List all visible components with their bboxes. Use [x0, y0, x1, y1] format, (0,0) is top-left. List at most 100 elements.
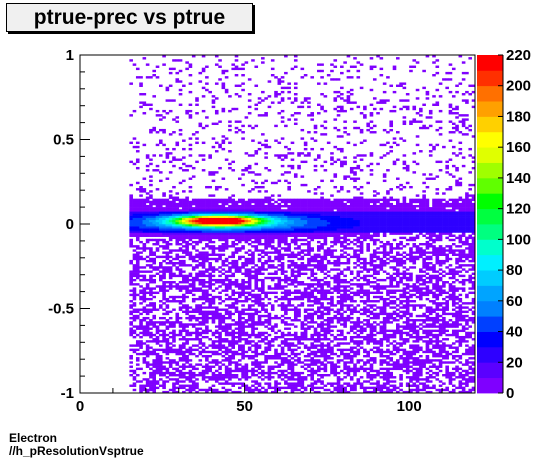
heatmap-cell [162, 234, 166, 237]
heatmap-cell [261, 281, 265, 284]
heatmap-cell [228, 204, 232, 208]
heatmap-cell [270, 67, 275, 71]
heatmap-cell [211, 274, 216, 278]
heatmap-cell [323, 264, 328, 267]
heatmap-cell [139, 266, 143, 269]
heatmap-cell [218, 219, 222, 223]
heatmap-cell [346, 232, 351, 235]
heatmap-cell [188, 74, 193, 77]
heatmap-cell [274, 236, 278, 240]
heatmap-cell [205, 230, 209, 233]
heatmap-cell [300, 215, 305, 218]
heatmap-cell [247, 316, 252, 320]
heatmap-cell [198, 310, 203, 314]
heatmap-cell [349, 76, 354, 79]
heatmap-cell [254, 312, 259, 316]
heatmap-cell [211, 302, 216, 305]
heatmap-cell [284, 297, 288, 301]
heatmap-cell [247, 312, 252, 316]
heatmap-cell [323, 384, 328, 387]
heatmap-cell [340, 350, 344, 354]
heatmap-cell [188, 185, 193, 189]
heatmap-cell [307, 268, 311, 271]
heatmap-cell [145, 209, 150, 212]
heatmap-cell [284, 285, 288, 288]
heatmap-cell [221, 289, 226, 292]
heatmap-cell [320, 283, 324, 286]
heatmap-cell [303, 289, 308, 292]
heatmap-cell [284, 253, 288, 256]
heatmap-cell [359, 386, 364, 390]
heatmap-cell [247, 276, 252, 280]
heatmap-cell [343, 247, 347, 250]
heatmap-cell [185, 291, 189, 295]
heatmap-cell [244, 202, 249, 206]
heatmap-cell [310, 295, 315, 299]
heatmap-cell [251, 221, 255, 225]
heatmap-cell [310, 373, 315, 377]
heatmap-cell [270, 247, 275, 250]
heatmap-cell [254, 232, 259, 235]
heatmap-cell [300, 228, 305, 231]
heatmap-cell [218, 367, 222, 371]
heatmap-cell [300, 219, 305, 223]
heatmap-cell [323, 232, 328, 235]
heatmap-cell [267, 342, 272, 345]
heatmap-cell [159, 255, 163, 259]
heatmap-cell [228, 150, 232, 153]
heatmap-cell [145, 198, 150, 202]
heatmap-cell [198, 215, 203, 218]
heatmap-cell [313, 228, 318, 231]
heatmap-cell [330, 361, 334, 364]
heatmap-cell [287, 308, 291, 311]
heatmap-cell [261, 297, 265, 301]
heatmap-cell [353, 101, 357, 104]
heatmap-cell [244, 262, 249, 265]
heatmap-cell [336, 114, 341, 117]
heatmap-cell [129, 316, 133, 320]
heatmap-cell [293, 86, 298, 90]
heatmap-cell [135, 373, 140, 377]
heatmap-cell [353, 308, 357, 311]
heatmap-cell [221, 354, 226, 358]
heatmap-cell [267, 238, 272, 242]
heatmap-cell [185, 215, 189, 218]
heatmap-cell [287, 264, 291, 267]
heatmap-cell [142, 243, 147, 246]
heatmap-cell [257, 344, 262, 347]
heatmap-cell [297, 382, 301, 385]
heatmap-cell [330, 221, 334, 225]
heatmap-cell [139, 76, 143, 79]
heatmap-cell [317, 63, 321, 66]
heatmap-cell [159, 306, 163, 309]
heatmap-cell [168, 346, 173, 349]
heatmap-cell [326, 281, 331, 284]
heatmap-cell [247, 319, 252, 322]
heatmap-cell [293, 207, 298, 210]
heatmap-cell [244, 234, 249, 237]
heatmap-cell [214, 259, 219, 263]
heatmap-cell [241, 88, 245, 92]
heatmap-cell [366, 228, 370, 231]
heatmap-cell [182, 350, 186, 354]
heatmap-cell [313, 259, 318, 263]
heatmap-cell [353, 310, 357, 314]
heatmap-cell [346, 219, 351, 223]
heatmap-cell [366, 293, 370, 297]
heatmap-cell [155, 224, 160, 227]
heatmap-cell [297, 310, 301, 314]
heatmap-cell [363, 291, 367, 295]
heatmap-cell [353, 382, 357, 385]
heatmap-cell [257, 215, 262, 218]
heatmap-cell [182, 295, 186, 299]
heatmap-cell [284, 55, 288, 58]
heatmap-cell [195, 198, 199, 202]
heatmap-cell [234, 308, 239, 311]
heatmap-cell [224, 316, 229, 320]
heatmap-cell [270, 264, 275, 267]
heatmap-cell [205, 198, 209, 202]
heatmap-cell [353, 209, 357, 212]
heatmap-cell [343, 304, 347, 307]
heatmap-cell [251, 188, 255, 191]
heatmap-cell [353, 243, 357, 246]
